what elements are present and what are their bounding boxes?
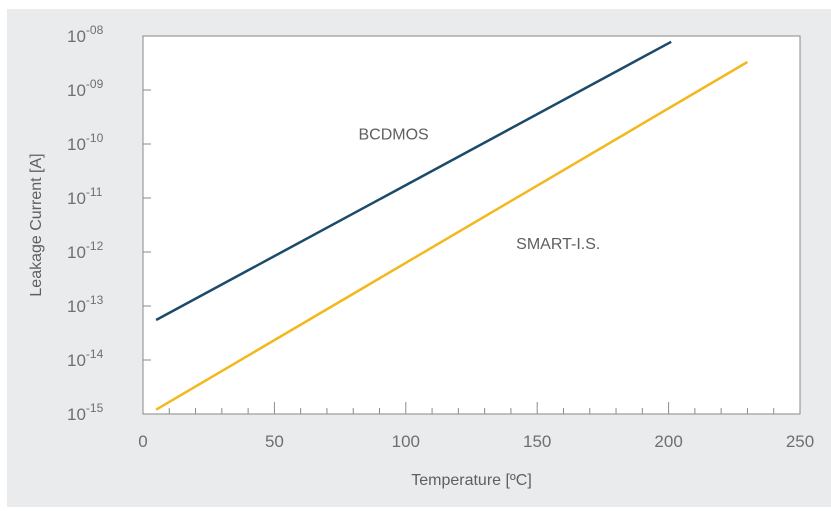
series-line-smart-is (155, 60, 749, 411)
tick-layer: 0 50 100 150 200 250 10-08 10-09 10-10 10-11 10-12… (67, 23, 814, 451)
x-tick-label: 0 (138, 432, 147, 451)
leakage-current-chart: 0 50 100 150 200 250 10-08 10-09 10-10 10-11 10-12… (28, 23, 814, 489)
series-line-bcdmos (155, 40, 672, 322)
y-tick-label: 10-11 (67, 185, 103, 208)
y-axis-title: Leakage Current [A] (28, 153, 45, 296)
y-tick-label: 10-10 (67, 131, 104, 154)
y-tick-label: 10-09 (67, 77, 104, 100)
series-label-bcdmos: BCDMOS (358, 126, 428, 143)
x-tick-label: 250 (786, 432, 814, 451)
x-tick-label: 200 (654, 432, 682, 451)
chart-container: 0 50 100 150 200 250 10-08 10-09 10-10 10-11 10-12… (7, 9, 831, 507)
y-tick-label: 10-13 (67, 293, 104, 316)
x-tick-label: 50 (265, 432, 284, 451)
label-layer: BCDMOS SMART-I.S. (358, 126, 600, 253)
x-tick-label: 100 (392, 432, 420, 451)
y-tick-label: 10-12 (67, 239, 104, 262)
series-layer (155, 40, 749, 411)
x-tick-label: 150 (523, 432, 551, 451)
y-tick-label: 10-15 (67, 401, 104, 424)
x-axis-title: Temperature [ºC] (411, 472, 532, 489)
y-tick-label: 10-08 (67, 23, 104, 46)
series-label-smart-is: SMART-I.S. (516, 236, 600, 253)
y-tick-label: 10-14 (67, 347, 104, 370)
